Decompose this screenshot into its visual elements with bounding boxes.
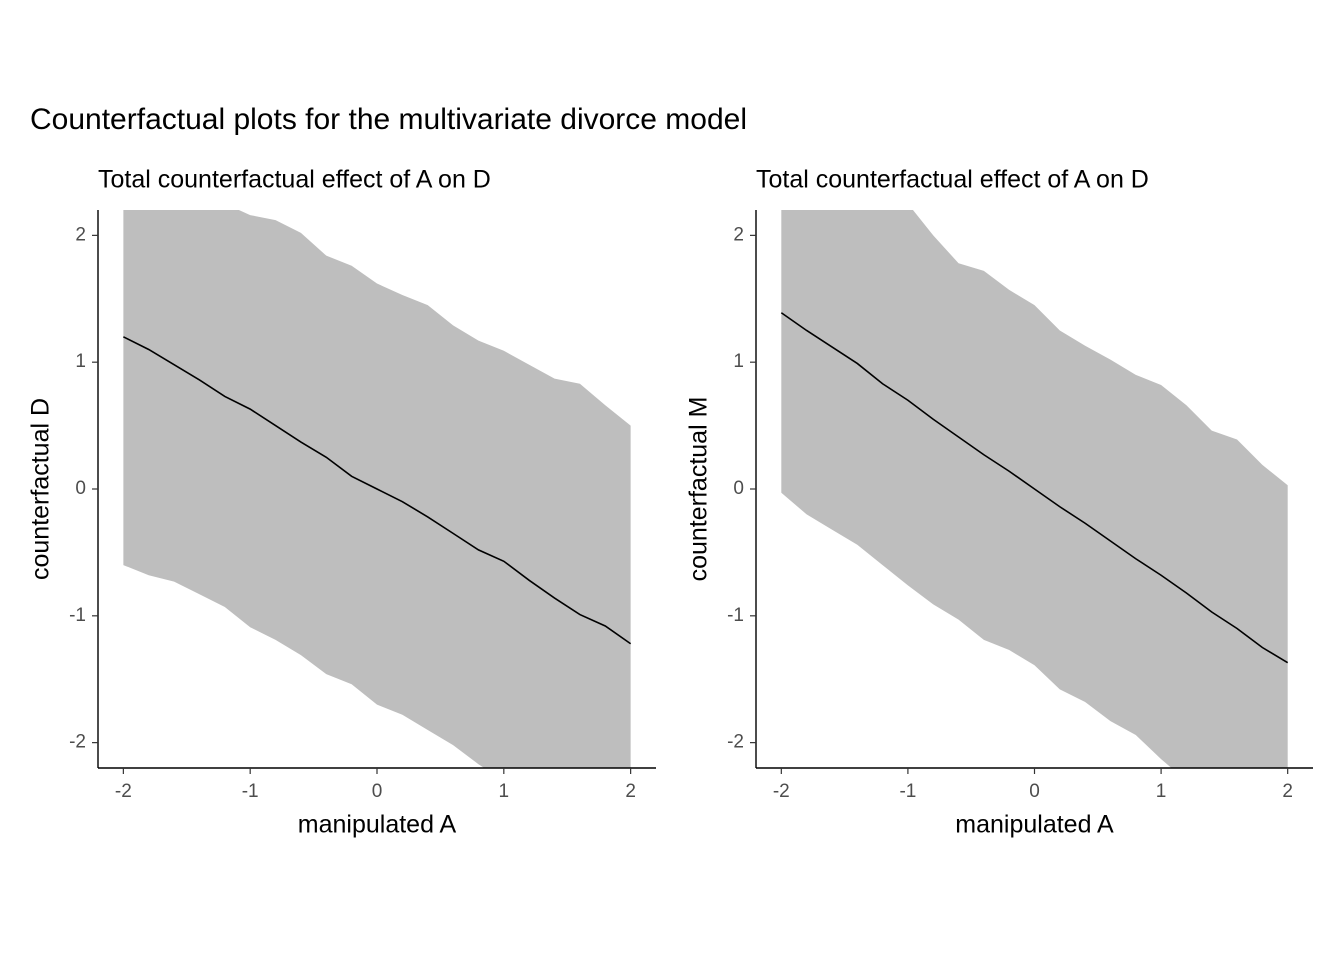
x-tick-label: -2 (115, 781, 132, 802)
x-tick-label: 1 (499, 781, 510, 802)
panel-title: Total counterfactual effect of A on D (98, 166, 491, 194)
y-tick-label: -2 (727, 732, 744, 753)
confidence-band (123, 210, 631, 768)
x-tick-label: -1 (242, 781, 259, 802)
y-axis-title: counterfactual M (685, 397, 713, 582)
y-tick-label: 0 (733, 478, 744, 499)
y-tick-label: -1 (727, 605, 744, 626)
y-tick-label: 1 (733, 351, 744, 372)
plot-area (780, 210, 1289, 768)
y-tick-label: -2 (69, 732, 86, 753)
x-tick-label: 0 (1029, 781, 1040, 802)
y-tick-label: 0 (75, 478, 86, 499)
x-tick-label: 2 (1282, 781, 1293, 802)
x-tick-label: -2 (773, 781, 790, 802)
panel-title: Total counterfactual effect of A on D (756, 166, 1149, 194)
y-axis-title: counterfactual D (27, 398, 55, 580)
y-tick-label: 2 (733, 224, 744, 245)
x-tick-label: 0 (372, 781, 383, 802)
x-axis-title: manipulated A (955, 811, 1114, 839)
x-axis-title: manipulated A (298, 811, 457, 839)
mean-line (123, 336, 632, 645)
x-tick-label: 1 (1156, 781, 1167, 802)
x-tick-label: 2 (625, 781, 636, 802)
plot-area (123, 210, 632, 768)
figure-title: Counterfactual plots for the multivariat… (30, 103, 747, 136)
mean-line (780, 312, 1289, 664)
x-tick-label: -1 (899, 781, 916, 802)
y-tick-label: 2 (75, 224, 86, 245)
y-tick-label: 1 (75, 351, 86, 372)
y-tick-label: -1 (69, 605, 86, 626)
